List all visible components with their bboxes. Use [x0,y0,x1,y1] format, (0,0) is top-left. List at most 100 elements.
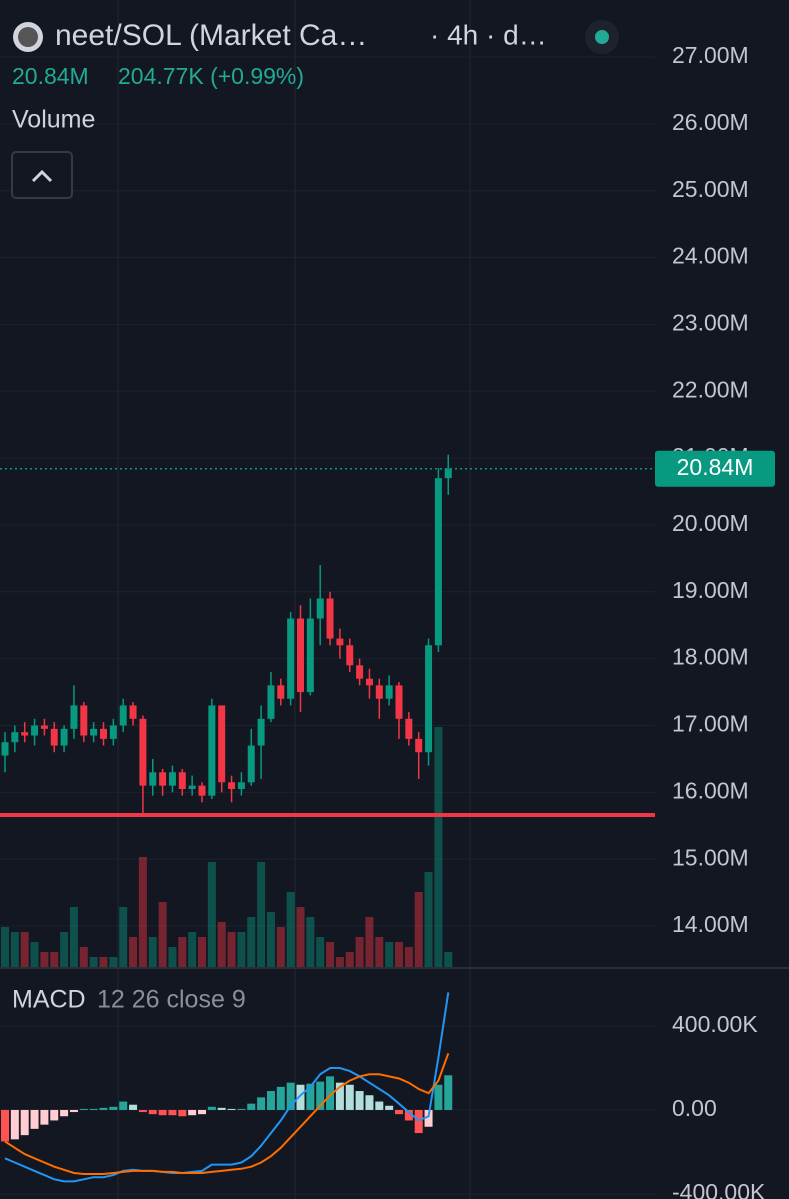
candle-body [21,732,29,736]
candle-body [168,772,176,786]
histogram-bar [257,1097,266,1110]
macd-line [4,1052,450,1175]
candle-body [149,772,157,786]
candle-body [326,598,334,639]
y-tick-label: 20.00M [672,510,749,536]
candle-body [40,725,48,729]
candle-body [70,705,78,729]
candle-body [356,665,364,679]
price-change: 204.77K (+0.99%) [118,63,304,89]
volume-bar [30,942,39,967]
volume-bar [444,952,453,967]
histogram-bar [129,1104,138,1110]
histogram-bar [395,1109,403,1115]
candle-body [178,772,186,789]
volume-bar [296,907,305,967]
candle-body [129,705,137,719]
volume-bar [335,957,344,967]
candle-body [287,618,295,699]
histogram-bar [198,1109,206,1115]
volume-bar [207,862,216,967]
candle-body [50,728,58,746]
histogram-bar [217,1107,226,1110]
histogram-bar [434,1084,443,1110]
candle-body [198,785,206,796]
volume-bar [79,947,88,967]
histogram-bar [335,1082,344,1110]
collapse-button[interactable] [11,151,73,199]
candle-body [228,782,236,789]
candle-body [100,728,107,739]
volume-bar [306,917,315,967]
histogram-bar [60,1109,69,1117]
candle-body [297,618,304,693]
histogram-bar [148,1109,157,1115]
volume-bar [345,952,354,967]
volume-bar [375,937,384,967]
volume-bar [1,927,9,967]
candle-body [109,725,117,739]
volume-bar [365,917,374,967]
candle-body [80,705,88,736]
volume-bar [60,932,69,967]
volume-bar [50,952,59,967]
histogram-bar [119,1101,128,1110]
histogram-bar [99,1107,108,1110]
candle-body [237,782,245,789]
status-dot [595,30,609,44]
candle-body [336,638,344,646]
y-tick-label: 15.00M [672,844,749,870]
interval[interactable]: · 4h · d… [430,19,547,50]
candle-body [119,705,127,726]
histogram-bar [266,1091,275,1110]
histogram-bar [40,1109,49,1125]
candle-body [208,705,216,796]
volume-label[interactable]: Volume [12,106,95,134]
histogram-bar [168,1109,177,1116]
y-tick-label: 17.00M [672,711,749,737]
volume-bar [10,932,19,967]
histogram-bar [247,1103,256,1110]
candle-body [60,728,68,746]
y-tick-label: -400.00K [672,1179,766,1199]
volume-bar [109,957,118,967]
y-tick-label: 26.00M [672,109,749,135]
volume-bar [69,907,78,967]
candle-body [405,718,413,739]
volume-bar [266,912,275,967]
y-tick-label: 24.00M [672,243,749,269]
candle-body [1,742,9,756]
candle-body [346,645,354,666]
candle-body [11,732,19,743]
macd-label[interactable]: MACD [12,986,86,1014]
histogram-bar [345,1084,354,1110]
candle-body [188,785,196,789]
volume-bar [424,872,433,967]
volume-bar [119,907,128,967]
volume-bar [395,942,403,967]
histogram-bar [158,1109,167,1116]
volume-bar [158,902,167,967]
candle-body [306,618,314,693]
candle-body [257,718,265,746]
y-tick-label: 400.00K [672,1011,758,1037]
y-tick-label: 27.00M [672,42,749,68]
candle-body [444,468,452,479]
y-tick-label: 0.00 [672,1095,717,1121]
candle-body [375,685,383,699]
chevron-icon [31,169,53,183]
candle-body [31,725,39,736]
volume-bar [99,957,108,967]
symbol-title[interactable]: neet/SOL (Market Ca… [55,19,367,52]
volume-bar [237,932,246,967]
candle-body [218,705,226,783]
histogram-bar [404,1109,413,1121]
y-tick-label: 25.00M [672,176,749,202]
last-price-tag [655,450,775,487]
histogram-bar [188,1109,197,1116]
histogram-bar [138,1109,147,1113]
histogram-bar [276,1086,285,1110]
histogram-bar [444,1075,453,1110]
